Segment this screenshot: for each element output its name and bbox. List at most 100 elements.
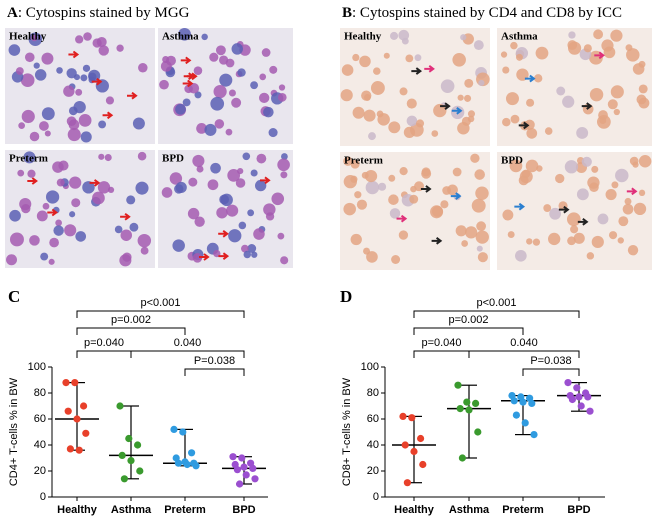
cell: [188, 83, 200, 94]
p-value: p=0.002: [111, 314, 151, 326]
cell: [610, 29, 623, 42]
cell: [461, 240, 469, 247]
cell: [161, 187, 173, 198]
cell: [599, 117, 607, 125]
cell: [49, 237, 59, 248]
significance-bracket: [184, 368, 245, 376]
cell: [502, 117, 511, 127]
x-tick-label: Healthy: [394, 504, 435, 516]
x-tick-label: BPD: [567, 504, 590, 516]
data-point: [568, 395, 577, 404]
cell: [9, 209, 21, 222]
arrow: [180, 56, 192, 65]
significance-bracket: [130, 350, 245, 358]
cell: [137, 233, 152, 248]
cell: [447, 184, 458, 196]
cell: [452, 167, 462, 177]
cell: [597, 213, 609, 225]
significance-bracket: [413, 327, 524, 335]
data-point: [73, 415, 81, 423]
cell: [15, 67, 24, 75]
cell: [632, 63, 645, 75]
cell: [98, 120, 107, 129]
cell: [97, 181, 111, 194]
cell: [175, 103, 186, 115]
cell: [64, 224, 77, 237]
panel-letter: B: [342, 5, 352, 21]
cell: [457, 121, 470, 135]
cell: [27, 169, 36, 178]
cell: [626, 48, 640, 62]
data-point: [66, 445, 74, 453]
cell: [159, 79, 169, 90]
arrow: [524, 74, 536, 83]
arrow: [68, 50, 80, 59]
cell: [278, 84, 286, 91]
cell: [8, 44, 21, 56]
cell: [30, 34, 38, 42]
cell: [440, 200, 449, 209]
cell: [80, 131, 92, 143]
cell: [370, 81, 385, 95]
cell: [377, 113, 390, 126]
cell: [241, 244, 249, 253]
x-tick-label: Preterm: [164, 504, 206, 516]
arrow: [581, 102, 593, 110]
cell: [359, 55, 371, 68]
cell: [638, 154, 652, 168]
cell: [207, 179, 219, 191]
cell: [416, 119, 425, 128]
data-point: [586, 407, 594, 415]
cell: [9, 232, 24, 247]
cell: [193, 66, 203, 75]
cell: [178, 27, 191, 41]
cell: [78, 114, 92, 127]
arrow: [424, 65, 435, 73]
cell: [135, 181, 149, 195]
cell: [55, 219, 62, 227]
cell: [352, 106, 365, 119]
cell: [388, 121, 401, 134]
data-point: [118, 451, 126, 459]
cell: [68, 119, 80, 131]
arrow: [451, 106, 463, 115]
cell: [515, 53, 523, 61]
cell: [399, 166, 408, 176]
cell: [231, 97, 242, 108]
cell: [227, 169, 241, 182]
cell: [455, 225, 467, 237]
cell: [210, 96, 225, 111]
cell: [467, 115, 475, 123]
cell: [525, 159, 539, 173]
image-label: BPD: [162, 153, 184, 165]
cell: [409, 194, 419, 204]
panel-letter: C: [8, 287, 20, 306]
cell: [589, 50, 603, 65]
data-point: [236, 480, 244, 488]
data-point: [183, 460, 191, 469]
cell: [605, 188, 617, 201]
cell: [406, 98, 417, 109]
cell: [622, 203, 634, 215]
cell: [69, 211, 76, 218]
panel-title-text: : Cytospins stained by CD4 and CD8 by IC…: [352, 5, 622, 21]
arrow: [396, 214, 408, 223]
y-tick-label: 80: [34, 387, 46, 399]
cell: [253, 228, 265, 240]
cell: [373, 67, 381, 75]
y-tick-label: 100: [361, 361, 379, 373]
arrow: [102, 111, 114, 120]
data-point: [417, 434, 425, 443]
data-point: [564, 379, 572, 387]
cell: [476, 245, 483, 252]
cell: [75, 231, 87, 242]
cell: [29, 131, 40, 142]
y-tick-label: 40: [367, 439, 379, 451]
cell: [549, 207, 561, 220]
x-tick-label: Healthy: [57, 504, 98, 516]
cell: [228, 229, 242, 243]
cell: [465, 226, 478, 239]
data-point: [575, 393, 583, 401]
cell: [510, 41, 518, 50]
cell: [255, 179, 267, 192]
